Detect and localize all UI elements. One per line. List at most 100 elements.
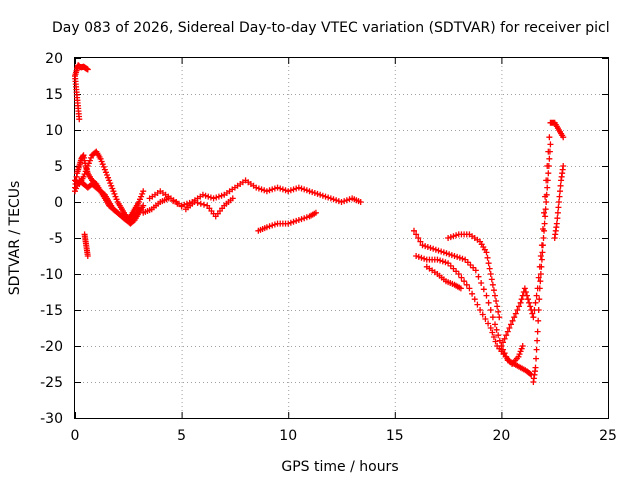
series-seg-late-spur — [551, 163, 567, 241]
data-point — [538, 263, 545, 270]
data-point — [475, 273, 482, 280]
data-point — [442, 259, 449, 266]
data-point — [301, 215, 308, 222]
data-point — [140, 202, 147, 209]
data-point — [422, 243, 429, 250]
data-point — [105, 174, 112, 181]
data-point — [523, 292, 530, 299]
data-point — [287, 187, 294, 194]
data-point — [545, 170, 552, 177]
data-point — [293, 217, 300, 224]
data-point — [253, 184, 260, 191]
series-seg-midday-dips — [140, 195, 236, 220]
data-point — [435, 247, 442, 254]
data-point — [427, 244, 434, 251]
data-point — [542, 206, 549, 213]
data-point — [515, 353, 522, 360]
data-point — [529, 310, 536, 317]
data-point — [517, 299, 524, 306]
x-tick-label: 15 — [386, 428, 404, 444]
y-tick-label: -25 — [40, 375, 63, 391]
data-point — [445, 260, 452, 267]
data-point — [534, 328, 541, 335]
series-seg-evening-b — [413, 253, 526, 367]
data-point — [415, 253, 422, 260]
data-point — [544, 184, 551, 191]
series-seg-evening-d — [423, 263, 464, 292]
data-point — [506, 325, 513, 331]
data-point — [546, 134, 553, 141]
data-point — [547, 141, 554, 148]
data-point — [454, 253, 461, 260]
data-point — [477, 307, 484, 313]
data-point — [202, 192, 209, 199]
data-point — [542, 213, 549, 220]
data-point — [109, 185, 116, 192]
data-point — [480, 286, 487, 293]
data-point — [463, 281, 470, 288]
data-point — [110, 188, 117, 195]
data-point — [266, 223, 273, 230]
data-point — [410, 227, 417, 234]
data-point — [492, 321, 499, 328]
data-point — [298, 185, 305, 192]
series-seg-midday-low — [255, 209, 319, 234]
data-point — [543, 191, 550, 198]
data-point — [343, 197, 350, 204]
data-point — [486, 265, 493, 272]
data-point — [553, 220, 560, 227]
data-point — [97, 155, 104, 162]
data-point — [509, 317, 516, 324]
data-point — [464, 259, 471, 266]
data-point — [457, 285, 464, 292]
data-point — [533, 346, 540, 353]
data-point — [255, 185, 262, 192]
data-point — [107, 180, 114, 187]
data-point — [419, 242, 426, 249]
data-point — [522, 289, 529, 295]
data-point — [525, 296, 532, 303]
data-point — [496, 337, 503, 344]
data-point — [533, 292, 540, 299]
axis-ticks: 0 5 10 15 20 25 20 15 10 5 0 -5 -10 -15 -20 -25 -30 — [40, 51, 617, 444]
data-point — [537, 271, 544, 277]
data-point — [271, 185, 278, 192]
data-point — [546, 155, 553, 162]
data-point — [557, 182, 564, 189]
data-point — [319, 192, 326, 199]
data-point — [279, 186, 286, 193]
data-point — [74, 182, 81, 189]
data-point — [498, 343, 505, 349]
data-point — [101, 166, 108, 173]
y-tick-label: 15 — [45, 87, 63, 103]
y-tick-label: 5 — [54, 159, 63, 175]
data-point — [470, 264, 477, 271]
y-tick-label: 0 — [54, 195, 63, 211]
data-point — [285, 220, 292, 227]
data-point — [261, 187, 268, 194]
data-point — [556, 193, 563, 200]
data-point — [478, 280, 485, 286]
data-point — [183, 200, 190, 207]
y-tick-label: -10 — [40, 267, 63, 283]
data-point — [514, 307, 521, 313]
data-point — [417, 238, 424, 245]
data-point — [499, 339, 506, 346]
data-point — [488, 276, 495, 283]
data-point — [536, 285, 543, 292]
data-point — [483, 292, 490, 299]
data-point — [99, 161, 106, 168]
data-point — [453, 268, 460, 275]
data-point — [102, 169, 109, 176]
x-tick-label: 0 — [71, 428, 80, 444]
data-point — [483, 249, 490, 256]
data-point — [439, 258, 446, 265]
data-point — [290, 186, 297, 193]
series-seg-morning-c — [72, 177, 147, 227]
data-point — [537, 278, 544, 285]
data-point — [490, 334, 497, 340]
data-point — [213, 194, 220, 201]
data-point — [295, 217, 302, 223]
data-point — [493, 326, 500, 333]
